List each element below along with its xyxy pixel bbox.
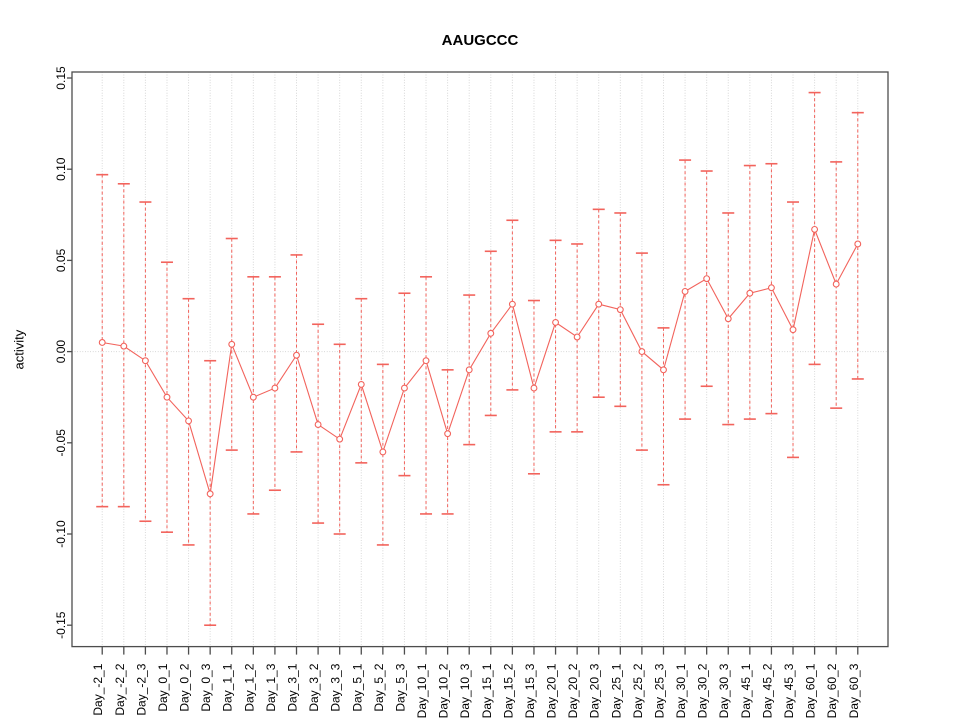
svg-text:Day_45_2: Day_45_2 (760, 663, 774, 718)
svg-text:Day_5_1: Day_5_1 (350, 663, 364, 711)
svg-text:Day_20_3: Day_20_3 (588, 663, 602, 718)
svg-text:Day_15_3: Day_15_3 (523, 663, 537, 718)
svg-text:-0.15: -0.15 (54, 611, 68, 639)
svg-text:-0.10: -0.10 (54, 520, 68, 548)
svg-text:Day_-2_3: Day_-2_3 (134, 663, 148, 715)
svg-text:Day_0_2: Day_0_2 (178, 663, 192, 711)
svg-text:Day_45_3: Day_45_3 (782, 663, 796, 718)
svg-text:Day_5_2: Day_5_2 (372, 663, 386, 711)
svg-text:0.10: 0.10 (54, 157, 68, 181)
svg-text:Day_3_3: Day_3_3 (329, 663, 343, 711)
svg-text:0.05: 0.05 (54, 248, 68, 272)
svg-text:Day_1_1: Day_1_1 (221, 663, 235, 711)
svg-text:Day_5_3: Day_5_3 (393, 663, 407, 711)
svg-text:Day_-2_2: Day_-2_2 (113, 663, 127, 715)
svg-text:Day_-2_1: Day_-2_1 (91, 663, 105, 715)
svg-text:Day_25_2: Day_25_2 (631, 663, 645, 718)
svg-text:Day_30_2: Day_30_2 (696, 663, 710, 718)
svg-text:Day_60_1: Day_60_1 (804, 663, 818, 718)
svg-text:Day_10_3: Day_10_3 (458, 663, 472, 718)
svg-text:Day_3_1: Day_3_1 (286, 663, 300, 711)
svg-text:Day_0_1: Day_0_1 (156, 663, 170, 711)
svg-text:Day_25_3: Day_25_3 (652, 663, 666, 718)
svg-text:Day_25_1: Day_25_1 (609, 663, 623, 718)
svg-text:Day_1_2: Day_1_2 (242, 663, 256, 711)
svg-text:0.00: 0.00 (54, 340, 68, 364)
svg-text:Day_20_2: Day_20_2 (566, 663, 580, 718)
svg-text:-0.05: -0.05 (54, 429, 68, 457)
svg-text:Day_60_2: Day_60_2 (825, 663, 839, 718)
svg-text:Day_0_3: Day_0_3 (199, 663, 213, 711)
svg-text:Day_45_1: Day_45_1 (739, 663, 753, 718)
svg-text:Day_20_1: Day_20_1 (545, 663, 559, 718)
svg-text:Day_10_2: Day_10_2 (437, 663, 451, 718)
svg-text:Day_30_3: Day_30_3 (717, 663, 731, 718)
svg-text:Day_15_2: Day_15_2 (501, 663, 515, 718)
svg-text:Day_1_3: Day_1_3 (264, 663, 278, 711)
svg-text:Day_10_1: Day_10_1 (415, 663, 429, 718)
svg-text:0.15: 0.15 (54, 66, 68, 90)
svg-text:Day_30_1: Day_30_1 (674, 663, 688, 718)
svg-text:Day_15_1: Day_15_1 (480, 663, 494, 718)
svg-text:Day_60_3: Day_60_3 (847, 663, 861, 718)
svg-text:Day_3_2: Day_3_2 (307, 663, 321, 711)
